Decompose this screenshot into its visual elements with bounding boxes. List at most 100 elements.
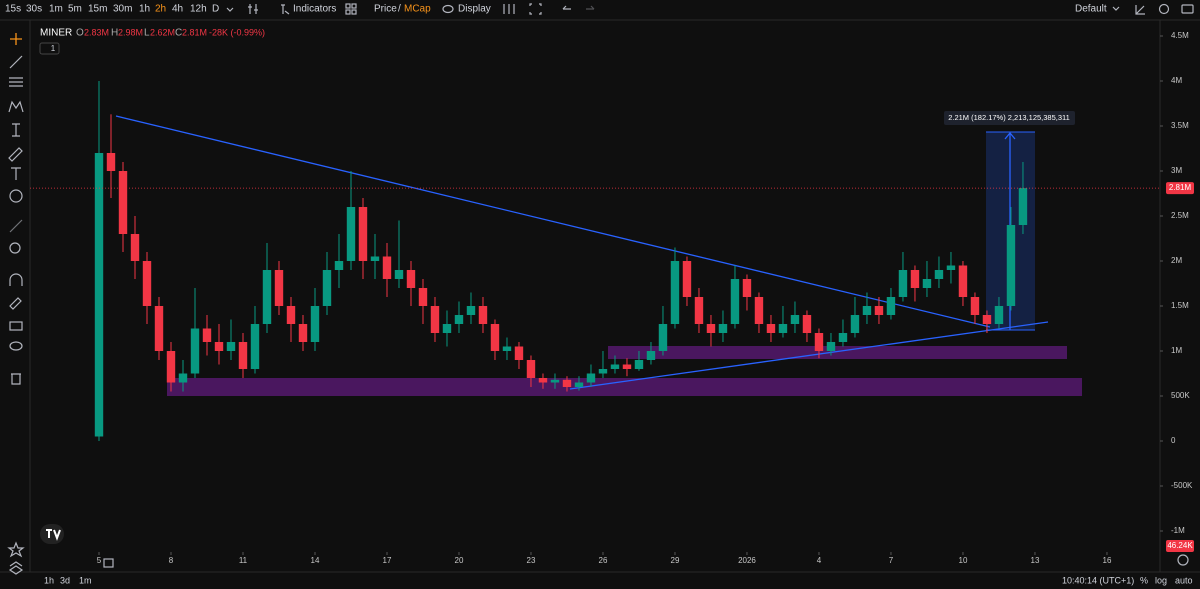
settings-icon[interactable] bbox=[1158, 3, 1170, 15]
interval-button[interactable]: 30m bbox=[113, 4, 132, 15]
camera-icon[interactable] bbox=[1181, 4, 1194, 14]
interval-button[interactable]: 12h bbox=[190, 4, 207, 15]
x-tick-label: 5 bbox=[97, 556, 102, 565]
text-tool[interactable] bbox=[11, 167, 21, 180]
lock-drawing-tool[interactable] bbox=[9, 297, 22, 310]
candle-body bbox=[694, 297, 704, 324]
percent-toggle[interactable]: % bbox=[1140, 575, 1148, 585]
fib-tool[interactable] bbox=[9, 77, 23, 87]
candle-body bbox=[886, 297, 896, 315]
undo-icon[interactable] bbox=[562, 5, 571, 10]
open-label: O bbox=[76, 28, 84, 39]
last-price-box bbox=[1166, 182, 1194, 195]
dropdown-icon[interactable] bbox=[1112, 6, 1120, 11]
ruler-tool[interactable] bbox=[9, 219, 23, 233]
badge-box[interactable] bbox=[39, 42, 60, 55]
goto-date-icon[interactable] bbox=[103, 558, 114, 568]
candle-body bbox=[442, 324, 452, 333]
interval-button[interactable]: 15m bbox=[88, 4, 107, 15]
mcap-toggle[interactable]: MCap bbox=[404, 4, 431, 15]
candle-body bbox=[226, 342, 236, 351]
range-button[interactable]: 1m bbox=[79, 575, 92, 585]
candle-body bbox=[550, 379, 560, 383]
crosshair-tool[interactable] bbox=[10, 33, 22, 45]
candle-body bbox=[418, 288, 428, 306]
candle-body bbox=[478, 306, 488, 324]
drawings: 2.21M (182.17%) 2,213,125,385,311 bbox=[115, 111, 1082, 396]
layouts-icon[interactable] bbox=[345, 3, 351, 9]
toolbar-icons bbox=[226, 3, 1194, 15]
pattern-tool[interactable] bbox=[8, 100, 24, 113]
layouts-icon[interactable] bbox=[351, 9, 357, 15]
candle-body bbox=[850, 315, 860, 333]
interval-button[interactable]: 1m bbox=[49, 4, 63, 15]
drawing-icon[interactable] bbox=[1135, 5, 1145, 15]
candle-body bbox=[730, 279, 740, 324]
log-toggle[interactable]: log bbox=[1155, 575, 1167, 585]
candle-body bbox=[250, 324, 260, 369]
measure-label: 2.21M (182.17%) 2,213,125,385,311 bbox=[948, 113, 1070, 122]
settings-icon[interactable] bbox=[503, 4, 515, 14]
candle-body bbox=[106, 153, 116, 171]
layouts-icon[interactable] bbox=[351, 3, 357, 9]
layouts-icon[interactable] bbox=[345, 9, 351, 15]
trendline-tool[interactable] bbox=[9, 55, 23, 69]
candle-body bbox=[274, 270, 284, 306]
measure-tool[interactable] bbox=[12, 123, 20, 137]
last-price-label: 2.81M bbox=[1169, 183, 1192, 192]
high-value: 2.98M bbox=[118, 27, 143, 37]
interval-button[interactable]: D bbox=[212, 4, 219, 15]
zoom-tool[interactable] bbox=[9, 242, 21, 254]
display-icon[interactable] bbox=[442, 4, 454, 14]
fullscreen-icon[interactable] bbox=[529, 3, 542, 15]
indicators-icon[interactable] bbox=[281, 4, 290, 15]
candle-body bbox=[334, 261, 344, 270]
interval-button[interactable]: 15s bbox=[5, 4, 21, 15]
price-toggle[interactable]: Price bbox=[374, 4, 397, 15]
x-tick-label: 8 bbox=[169, 556, 174, 565]
candle-body bbox=[574, 382, 584, 387]
x-tick-label: 20 bbox=[455, 556, 464, 565]
axis-settings-icon[interactable] bbox=[1177, 554, 1189, 566]
range-button[interactable]: 1h bbox=[44, 575, 54, 585]
candle-body bbox=[262, 270, 272, 324]
layout-name[interactable]: Default bbox=[1075, 4, 1107, 15]
candle-body bbox=[346, 207, 356, 261]
interval-button[interactable]: 1h bbox=[139, 4, 150, 15]
candle-body bbox=[706, 324, 716, 333]
candle-body bbox=[190, 328, 200, 374]
y-tick-label: -1M bbox=[1171, 526, 1185, 535]
indicators-button[interactable]: Indicators bbox=[293, 4, 336, 15]
change-value: -28K (-0.99%) bbox=[209, 27, 265, 37]
y-tick-label: 3M bbox=[1171, 166, 1182, 175]
dropdown-icon[interactable] bbox=[226, 7, 234, 12]
magnet-tool[interactable] bbox=[9, 273, 23, 286]
interval-button[interactable]: 4h bbox=[172, 4, 183, 15]
emoji-tool[interactable] bbox=[9, 189, 23, 203]
interval-button[interactable]: 30s bbox=[26, 4, 42, 15]
range-button[interactable]: 3d bbox=[60, 575, 70, 585]
favorites-tool[interactable] bbox=[7, 541, 25, 558]
badge[interactable]: 1 bbox=[51, 44, 56, 53]
brush-tool[interactable] bbox=[8, 147, 23, 162]
lock-tool[interactable] bbox=[9, 321, 23, 331]
delete-tool[interactable] bbox=[11, 373, 21, 385]
candle-body bbox=[454, 315, 464, 324]
redo-icon[interactable] bbox=[586, 5, 595, 10]
candle-body bbox=[742, 279, 752, 297]
candle-body bbox=[202, 328, 212, 342]
candle-type-icon[interactable] bbox=[248, 4, 258, 14]
interval-button[interactable]: 5m bbox=[68, 4, 82, 15]
candle-body bbox=[370, 256, 380, 261]
interval-button[interactable]: 2h bbox=[155, 4, 166, 15]
object-tree-tool[interactable] bbox=[8, 561, 24, 575]
visibility-tool[interactable] bbox=[9, 341, 23, 351]
candle-body bbox=[466, 306, 476, 315]
y-tick-label: 1M bbox=[1171, 346, 1182, 355]
candle-body bbox=[538, 378, 548, 383]
auto-toggle[interactable]: auto bbox=[1175, 575, 1193, 585]
display-button[interactable]: Display bbox=[458, 4, 491, 15]
x-tick-label: 23 bbox=[527, 556, 536, 565]
x-tick-label: 16 bbox=[1103, 556, 1112, 565]
